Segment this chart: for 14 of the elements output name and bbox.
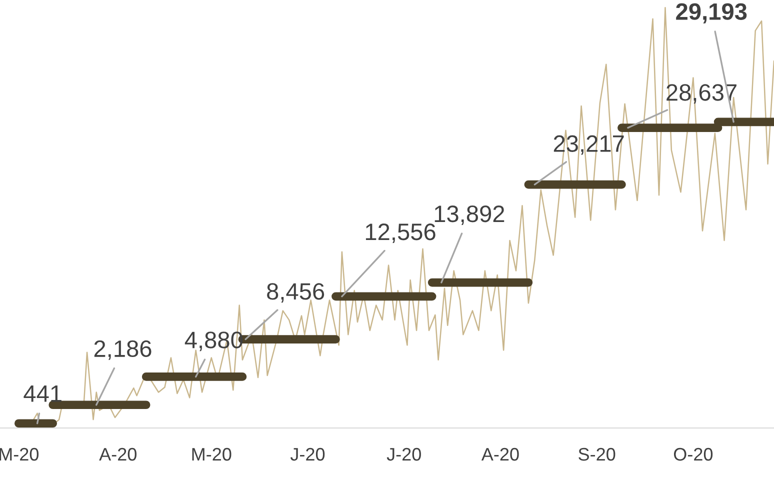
annotation: 8,456 [267, 283, 324, 303]
annotation: 441 [24, 385, 62, 402]
annotation: 12,556 [366, 224, 436, 244]
annotation: 2,186 [94, 340, 152, 360]
x-tick-label: A-20 [99, 448, 136, 461]
x-tick-label: J-20 [290, 448, 325, 461]
x-tick-label: J-20 [386, 448, 421, 461]
x-tick-label: M-20 [192, 448, 232, 461]
x-tick-label: A-20 [481, 448, 519, 461]
annotation: 13,892 [434, 205, 504, 225]
x-tick-label: S-20 [578, 448, 616, 461]
x-tick-label: O-20 [674, 448, 713, 461]
annotation: 29,193 [676, 3, 747, 24]
x-tick-label: M-20 [0, 448, 39, 461]
